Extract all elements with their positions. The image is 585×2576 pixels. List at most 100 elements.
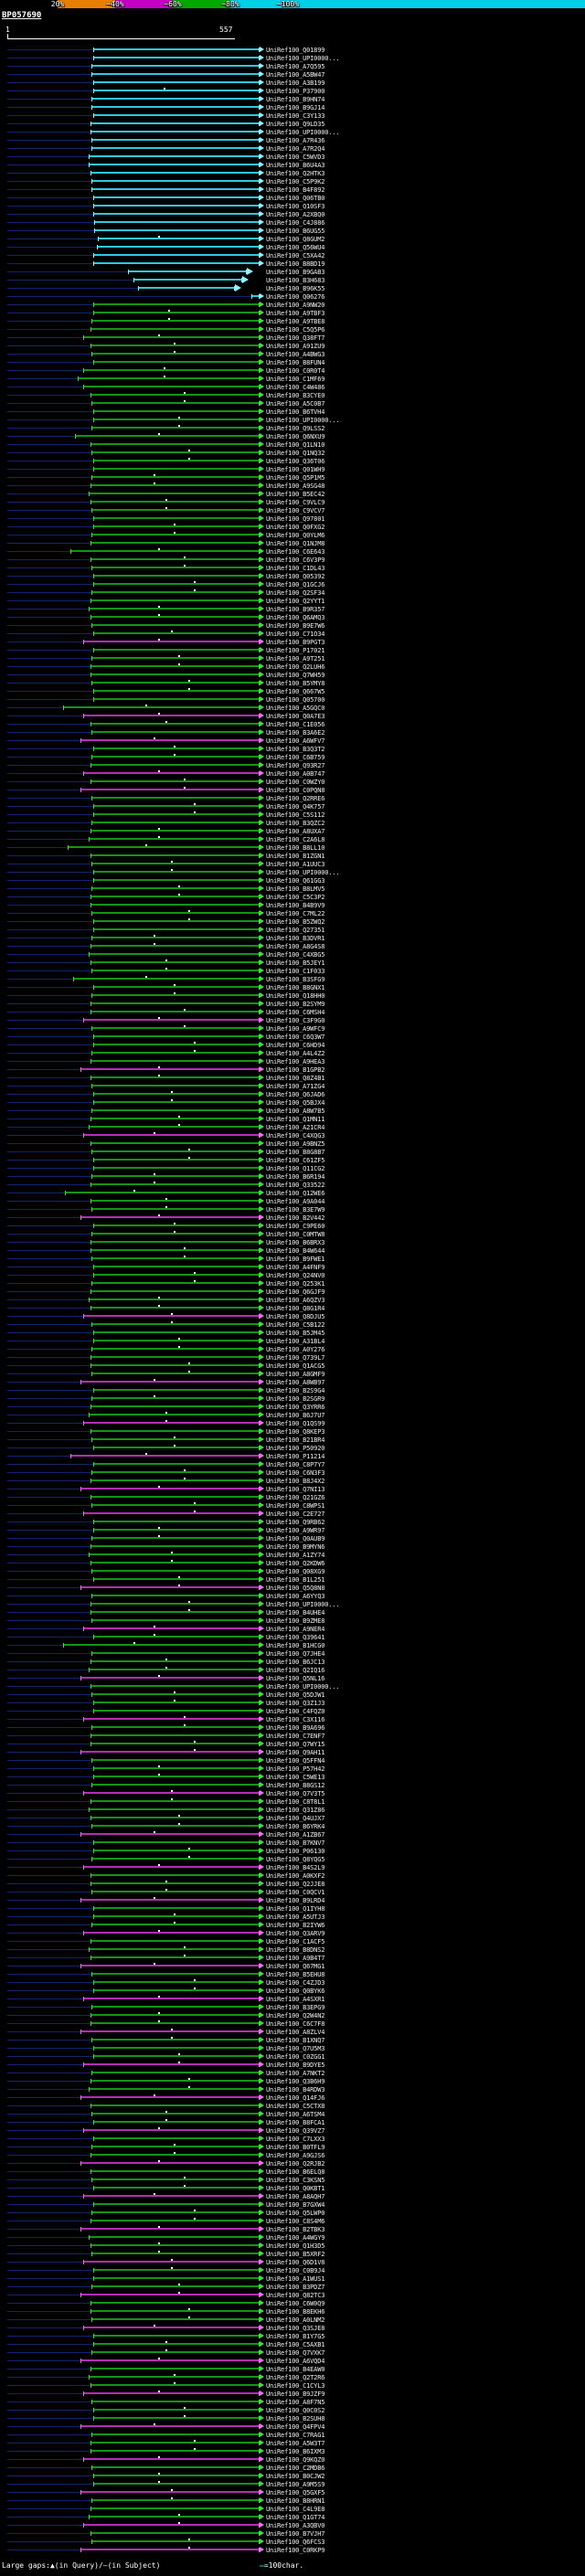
hit-id-label[interactable]: UniRef100_C8S4M6 xyxy=(266,2218,325,2225)
hit-row[interactable]: UniRef100_Q2YYT1 xyxy=(0,597,585,605)
hit-row[interactable]: UniRef100_A8ZLV4 xyxy=(0,2028,585,2036)
hit-id-label[interactable]: UniRef100_C1F033 xyxy=(266,968,325,975)
hit-id-label[interactable]: UniRef100_B1XNQ7 xyxy=(266,2037,325,2044)
hit-id-label[interactable]: UniRef100_B2SYM9 xyxy=(266,1001,325,1008)
hit-id-label[interactable]: UniRef100_C0R0T4 xyxy=(266,367,325,375)
hit-id-label[interactable]: UniRef100_C0RKP9 xyxy=(266,2547,325,2554)
hit-row[interactable]: UniRef100_A6QZV3 xyxy=(0,1296,585,1304)
hit-id-label[interactable]: UniRef100_C6C7F8 xyxy=(266,2020,325,2028)
hit-row[interactable]: UniRef100_C4ZJD3 xyxy=(0,1978,585,1987)
hit-id-label[interactable]: UniRef100_A8ZLV4 xyxy=(266,2029,325,2036)
hit-row[interactable]: UniRef100_Q5LWP0 xyxy=(0,2209,585,2217)
hit-row[interactable]: UniRef100_Q97801 xyxy=(0,514,585,523)
hit-row[interactable]: UniRef100_Q6D1V8 xyxy=(0,2258,585,2266)
hit-row[interactable]: UniRef100_B8DNS2 xyxy=(0,1945,585,1954)
hit-id-label[interactable]: UniRef100_Q36T06 xyxy=(266,458,325,465)
hit-id-label[interactable]: UniRef100_C9VCV7 xyxy=(266,507,325,514)
hit-row[interactable]: UniRef100_B4B9V9 xyxy=(0,901,585,909)
hit-id-label[interactable]: UniRef100_Q39641 xyxy=(266,1634,325,1641)
hit-row[interactable]: UniRef100_C0B9J4 xyxy=(0,2266,585,2274)
hit-row[interactable]: UniRef100_Q8KEP3 xyxy=(0,1427,585,1436)
hit-row[interactable]: UniRef100_Q31Z86 xyxy=(0,1806,585,1814)
hit-row[interactable]: UniRef100_A8W7B5 xyxy=(0,1107,585,1115)
hit-row[interactable]: UniRef100_B6IXM3 xyxy=(0,2447,585,2455)
hit-row[interactable]: UniRef100_C5WVD3 xyxy=(0,153,585,161)
hit-id-label[interactable]: UniRef100_C5P9K2 xyxy=(266,178,325,186)
hit-row[interactable]: UniRef100_B5XRF2 xyxy=(0,2250,585,2258)
hit-row[interactable]: UniRef100_Q01899 xyxy=(0,46,585,54)
hit-id-label[interactable]: UniRef100_C7ENF7 xyxy=(266,1733,325,1740)
hit-row[interactable]: UniRef100_C0PQN8 xyxy=(0,786,585,794)
hit-row[interactable]: UniRef100_Q2W4N2 xyxy=(0,2011,585,2019)
hit-id-label[interactable]: UniRef100_C1ACF5 xyxy=(266,1938,325,1945)
hit-row[interactable]: UniRef100_Q9KQZ0 xyxy=(0,2455,585,2464)
hit-id-label[interactable]: UniRef100_A9T251 xyxy=(266,655,325,663)
hit-id-label[interactable]: UniRef100_B9GJ14 xyxy=(266,104,325,111)
hit-row[interactable]: UniRef100_A9WR97 xyxy=(0,1526,585,1534)
hit-id-label[interactable]: UniRef100_A8AQH7 xyxy=(266,2193,325,2200)
hit-row[interactable]: UniRef100_Q9LSS2 xyxy=(0,424,585,432)
hit-id-label[interactable]: UniRef100_A1ZB67 xyxy=(266,1831,325,1839)
hit-id-label[interactable]: UniRef100_Q2LUH6 xyxy=(266,663,325,671)
hit-id-label[interactable]: UniRef100_A8UXA7 xyxy=(266,828,325,835)
hit-row[interactable]: UniRef100_Q39VZ7 xyxy=(0,2126,585,2135)
hit-id-label[interactable]: UniRef100_A9M5S9 xyxy=(266,2481,325,2488)
hit-id-label[interactable]: UniRef100_B96K55 xyxy=(266,285,325,292)
hit-id-label[interactable]: UniRef100_Q0YLM6 xyxy=(266,532,325,539)
hit-row[interactable]: UniRef100_A5BW47 xyxy=(0,70,585,79)
hit-row[interactable]: UniRef100_B9GAB3 xyxy=(0,268,585,276)
hit-row[interactable]: UniRef100_C5CTX8 xyxy=(0,2102,585,2110)
hit-id-label[interactable]: UniRef100_Q18HH0 xyxy=(266,992,325,1000)
hit-id-label[interactable]: UniRef100_Q5BJX4 xyxy=(266,1099,325,1107)
hit-id-label[interactable]: UniRef100_B6BRX3 xyxy=(266,1239,325,1246)
hit-row[interactable]: UniRef100_B7VJH7 xyxy=(0,2529,585,2538)
hit-row[interactable]: UniRef100_A7Q595 xyxy=(0,62,585,70)
hit-row[interactable]: UniRef100_C6Q3W7 xyxy=(0,1033,585,1041)
hit-row[interactable]: UniRef100_Q3ARV9 xyxy=(0,1929,585,1937)
hit-row[interactable]: UniRef100_A1ZY74 xyxy=(0,1551,585,1559)
hit-id-label[interactable]: UniRef100_Q1LN10 xyxy=(266,441,325,449)
hit-id-label[interactable]: UniRef100_A4L4Z2 xyxy=(266,1050,325,1057)
hit-id-label[interactable]: UniRef100_C0ZGG1 xyxy=(266,2053,325,2061)
hit-row[interactable]: UniRef100_A1UUC3 xyxy=(0,860,585,868)
hit-id-label[interactable]: UniRef100_B4S2L9 xyxy=(266,1864,325,1871)
hit-id-label[interactable]: UniRef100_C1MF69 xyxy=(266,376,325,383)
hit-id-label[interactable]: UniRef100_Q01899 xyxy=(266,47,325,54)
hit-id-label[interactable]: UniRef100_B1ZGN1 xyxy=(266,853,325,860)
hit-id-label[interactable]: UniRef100_Q5NL16 xyxy=(266,1675,325,1682)
hit-row[interactable]: UniRef100_A9B4T7 xyxy=(0,1954,585,1962)
hit-row[interactable]: UniRef100_C7ENF7 xyxy=(0,1732,585,1740)
hit-id-label[interactable]: UniRef100_B3E7W9 xyxy=(266,1206,325,1214)
hit-row[interactable]: UniRef100_C6V3P9 xyxy=(0,556,585,564)
hit-id-label[interactable]: UniRef100_A9A044 xyxy=(266,1198,325,1205)
hit-id-label[interactable]: UniRef100_Q2KDW6 xyxy=(266,1560,325,1567)
hit-row[interactable]: UniRef100_Q2SF34 xyxy=(0,588,585,597)
hit-row[interactable]: UniRef100_C0WZY0 xyxy=(0,778,585,786)
hit-row[interactable]: UniRef100_Q82TC3 xyxy=(0,2291,585,2299)
hit-id-label[interactable]: UniRef100_A0B747 xyxy=(266,770,325,778)
hit-id-label[interactable]: UniRef100_Q10SF3 xyxy=(266,203,325,210)
hit-row[interactable]: UniRef100_B0CJW2 xyxy=(0,2472,585,2480)
hit-id-label[interactable]: UniRef100_B6YRK4 xyxy=(266,1823,325,1830)
hit-id-label[interactable]: UniRef100_Q67MG1 xyxy=(266,1963,325,1970)
hit-id-label[interactable]: UniRef100_Q5LWP0 xyxy=(266,2210,325,2217)
hit-id-label[interactable]: UniRef100_B1HCG0 xyxy=(266,1642,325,1649)
hit-id-label[interactable]: UniRef100_Q7JHE4 xyxy=(266,1650,325,1658)
hit-id-label[interactable]: UniRef100_B1Y7G5 xyxy=(266,2333,325,2340)
hit-id-label[interactable]: UniRef100_B5EHU8 xyxy=(266,1971,325,1978)
hit-row[interactable]: UniRef100_C6HD94 xyxy=(0,1041,585,1049)
hit-row[interactable]: UniRef100_UPI0000... xyxy=(0,54,585,62)
hit-id-label[interactable]: UniRef100_B4EAW0 xyxy=(266,2366,325,2373)
hit-row[interactable]: UniRef100_C7ML22 xyxy=(0,909,585,917)
hit-row[interactable]: UniRef100_C7LXX3 xyxy=(0,2135,585,2143)
hit-id-label[interactable]: UniRef100_C3KSN5 xyxy=(266,2177,325,2184)
hit-row[interactable]: UniRef100_B6R194 xyxy=(0,1172,585,1181)
hit-id-label[interactable]: UniRef100_B8G8B7 xyxy=(266,1149,325,1156)
hit-row[interactable]: UniRef100_Q0FXG2 xyxy=(0,523,585,531)
hit-id-label[interactable]: UniRef100_Q3B6H9 xyxy=(266,2078,325,2085)
hit-row[interactable]: UniRef100_A4FNF9 xyxy=(0,1263,585,1271)
hit-id-label[interactable]: UniRef100_A2XBQ0 xyxy=(266,211,325,218)
hit-row[interactable]: UniRef100_B3QZC2 xyxy=(0,819,585,827)
hit-id-label[interactable]: UniRef100_C7ML22 xyxy=(266,910,325,917)
hit-row[interactable]: UniRef100_Q3B6H9 xyxy=(0,2077,585,2085)
